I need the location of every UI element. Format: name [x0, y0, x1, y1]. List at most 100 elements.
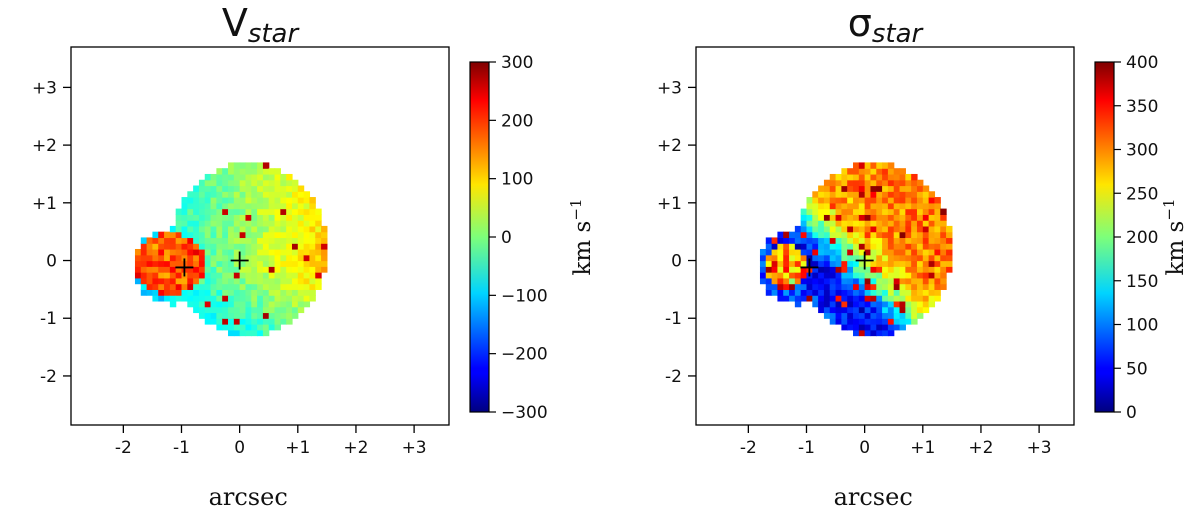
x-tick-label: 0	[859, 438, 870, 458]
map-pixel	[789, 248, 796, 256]
map-pixel	[940, 283, 947, 290]
map-pixel	[228, 295, 235, 302]
map-pixel	[216, 191, 223, 198]
map-pixel	[853, 306, 860, 314]
map-pixel	[794, 260, 802, 267]
map-pixel	[823, 220, 831, 227]
map-pixel	[210, 260, 217, 267]
map-pixel	[274, 300, 281, 308]
map-pixel	[899, 231, 906, 239]
map-pixel	[181, 295, 188, 302]
map-pixel	[274, 185, 281, 192]
map-pixel	[210, 237, 217, 244]
map-pixel	[239, 283, 247, 290]
map-pixel	[187, 237, 194, 244]
map-pixel	[841, 289, 848, 296]
map-pixel	[146, 243, 154, 250]
map-pixel	[794, 295, 802, 302]
map-pixel	[887, 231, 895, 239]
map-pixel	[274, 191, 281, 198]
map-pixel	[771, 272, 779, 279]
map-pixel	[922, 272, 930, 279]
map-pixel	[864, 179, 872, 187]
map-pixel	[169, 254, 177, 262]
map-pixel	[853, 312, 860, 319]
axes-frame	[70, 46, 450, 426]
map-pixel	[268, 295, 276, 302]
map-pixel	[858, 277, 866, 285]
map-pixel	[841, 283, 848, 290]
map-pixel	[216, 300, 223, 308]
map-pixel	[280, 283, 287, 290]
map-pixel	[789, 254, 796, 262]
map-pixel	[274, 283, 281, 290]
map-pixel	[940, 248, 947, 256]
map-pixel	[268, 173, 276, 181]
map-pixel	[257, 191, 264, 198]
map-pixel	[233, 173, 241, 181]
map-pixel	[864, 248, 872, 256]
map-pixel	[257, 243, 264, 250]
map-pixel	[911, 185, 918, 192]
map-pixel	[233, 295, 241, 302]
map-pixel	[887, 324, 895, 331]
map-pixel	[911, 191, 918, 198]
map-pixel	[911, 225, 918, 233]
y-tick-label: -2	[40, 367, 57, 387]
map-pixel	[291, 306, 299, 314]
map-pixel	[228, 214, 235, 221]
map-pixel	[204, 254, 212, 262]
map-pixel	[198, 191, 206, 198]
map-pixel	[257, 214, 264, 221]
map-pixel	[309, 266, 316, 273]
map-pixel	[899, 300, 906, 308]
map-pixel	[899, 318, 906, 325]
map-pixel	[193, 243, 200, 250]
map-pixel	[882, 243, 889, 250]
map-pixel	[297, 214, 305, 221]
map-pixel	[169, 266, 177, 273]
map-pixel	[882, 162, 889, 169]
map-pixel	[800, 283, 808, 290]
map-pixel	[228, 312, 235, 319]
map-pixel	[870, 329, 877, 337]
map-pixel	[922, 225, 930, 233]
map-pixel	[291, 208, 299, 215]
map-pixel	[841, 260, 848, 267]
map-pixel	[245, 168, 252, 175]
map-pixel	[198, 254, 206, 262]
map-pixel	[940, 214, 947, 221]
map-pixel	[905, 231, 912, 239]
map-pixel	[251, 225, 258, 233]
map-pixel	[876, 173, 883, 181]
map-pixel	[303, 225, 311, 233]
colorbar-tick-label: 200	[1126, 228, 1158, 248]
map-pixel	[858, 179, 866, 187]
map-pixel	[876, 225, 883, 233]
map-pixel	[818, 277, 825, 285]
map-pixel	[175, 283, 183, 290]
map-pixel	[783, 248, 790, 256]
map-pixel	[806, 202, 813, 210]
map-pixel	[309, 243, 316, 250]
map-pixel	[882, 202, 889, 210]
map-pixel	[864, 295, 872, 302]
map-pixel	[228, 197, 235, 204]
map-pixel	[233, 254, 241, 262]
map-pixel	[169, 272, 177, 279]
map-pixel	[835, 266, 842, 273]
map-pixel	[899, 208, 906, 215]
y-tick-label: +2	[657, 136, 682, 156]
map-pixel	[152, 254, 159, 262]
map-pixel	[239, 306, 247, 314]
map-pixel	[905, 312, 912, 319]
map-pixel	[853, 214, 860, 221]
map-pixel	[216, 185, 223, 192]
map-pixel	[864, 254, 872, 262]
map-pixel	[286, 243, 293, 250]
map-pixel	[841, 191, 848, 198]
map-pixel	[893, 289, 901, 296]
map-pixel	[309, 237, 316, 244]
map-pixel	[905, 283, 912, 290]
map-pixel	[841, 300, 848, 308]
